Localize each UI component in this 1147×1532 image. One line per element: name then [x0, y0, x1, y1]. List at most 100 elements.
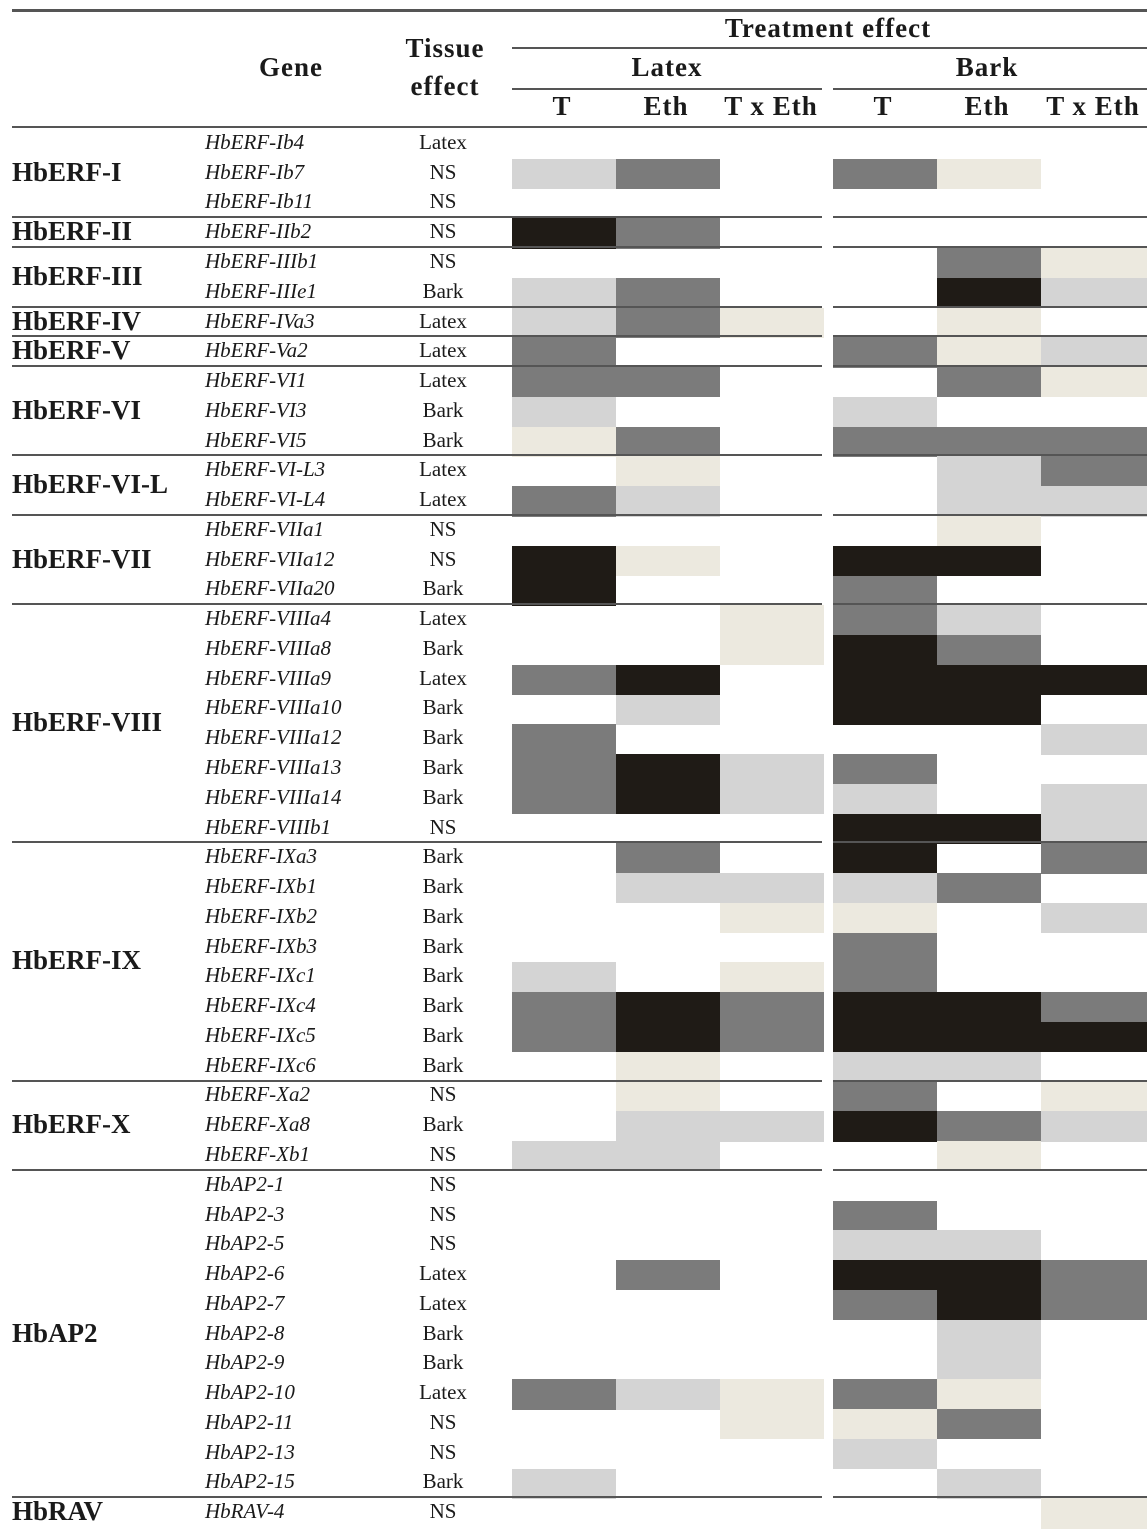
- heatmap-cell: [937, 337, 1041, 368]
- heatmap-cell: [833, 635, 937, 666]
- heatmap-cell: [512, 277, 616, 309]
- col-header-bark-txeth: T x Eth: [1046, 91, 1140, 121]
- tissue-effect-value: Latex: [419, 338, 467, 363]
- gene-family-label: HbERF-VI: [12, 394, 142, 425]
- heatmap-cell: [616, 1051, 720, 1083]
- gene-name: HbERF-Va2: [205, 338, 308, 363]
- heatmap-cell: [616, 1081, 720, 1112]
- heatmap-cell: [720, 1379, 824, 1410]
- heatmap-cell: [833, 1438, 937, 1470]
- heatmap-cell: [833, 664, 937, 696]
- gene-name: HbERF-Xa8: [205, 1112, 310, 1137]
- heatmap-cell: [512, 367, 616, 398]
- tissue-effect-value: NS: [429, 248, 457, 273]
- heatmap-cell: [512, 396, 616, 428]
- gene-name: HbERF-IXc6: [205, 1052, 316, 1077]
- gene-family-label: HbERF-II: [12, 216, 133, 247]
- group-divider: [12, 514, 822, 516]
- tissue-effect-value: NS: [429, 1141, 457, 1166]
- heatmap-cell: [720, 992, 824, 1023]
- heatmap-cell: [616, 1379, 720, 1410]
- tissue-effect-value: Bark: [422, 755, 464, 779]
- heatmap-cell: [833, 1051, 937, 1083]
- tissue-effect-value: NS: [429, 1409, 457, 1434]
- group-divider: [12, 365, 822, 368]
- tissue-effect-header-line1: Tissue: [405, 33, 485, 63]
- group-divider: [833, 335, 1147, 338]
- gene-name: HbERF-IXb2: [205, 903, 317, 928]
- treatment-effect-header: Treatment effect: [724, 13, 932, 43]
- heatmap-cell: [833, 813, 937, 844]
- tissue-effect-value: Latex: [419, 129, 467, 154]
- heatmap-cell: [937, 694, 1041, 725]
- heatmap-cell: [937, 486, 1041, 517]
- heatmap-cell: [833, 1260, 937, 1291]
- heatmap-cell: [616, 545, 720, 577]
- gene-name: HbERF-Ib4: [205, 129, 305, 154]
- gene-name: HbERF-Xb1: [205, 1141, 310, 1166]
- tissue-effect-value: Bark: [422, 1320, 464, 1345]
- group-divider: [12, 246, 822, 249]
- tissue-effect-value: Bark: [422, 844, 464, 869]
- heatmap-cell: [833, 1408, 937, 1440]
- heatmap-cell: [720, 1022, 824, 1053]
- heatmap-cell: [512, 1141, 616, 1172]
- heatmap-cell: [937, 158, 1041, 190]
- heatmap-cell: [616, 158, 720, 190]
- tissue-effect-value: Latex: [419, 457, 467, 482]
- heatmap-cell: [937, 456, 1041, 487]
- heatmap-cell: [512, 664, 616, 696]
- gene-family-label: HbERF-I: [12, 156, 122, 187]
- gene-name: HbERF-Ib11: [205, 189, 314, 214]
- group-divider: [833, 1079, 1147, 1082]
- heatmap-cell: [1041, 426, 1147, 458]
- heatmap-cell: [616, 367, 720, 398]
- gene-name: HbERF-IIIb1: [205, 248, 319, 273]
- heatmap-cell: [937, 664, 1041, 696]
- gene-name: HbAP2-8: [205, 1320, 285, 1345]
- tissue-effect-value: Bark: [422, 1469, 464, 1494]
- gene-name: HbAP2-6: [205, 1261, 285, 1285]
- group-divider: [833, 841, 1147, 844]
- heatmap-cell: [937, 1408, 1041, 1440]
- heatmap-cell: [833, 694, 937, 725]
- tissue-effect-value: Latex: [419, 1380, 467, 1405]
- group-divider: [12, 1496, 822, 1499]
- latex-underline: [512, 88, 822, 90]
- heatmap-cell: [937, 277, 1041, 309]
- heatmap-cell: [833, 1111, 937, 1142]
- heatmap-cell: [616, 873, 720, 904]
- tissue-effect-value: NS: [429, 1082, 457, 1107]
- heatmap-cell: [616, 843, 720, 874]
- tissue-effect-value: NS: [429, 1201, 457, 1226]
- heatmap-cell: [937, 248, 1041, 279]
- heatmap-cell: [616, 277, 720, 309]
- gene-family-label: HbERF-VI-L: [12, 469, 169, 500]
- heatmap-cell: [720, 962, 824, 993]
- tissue-effect-value: NS: [429, 546, 457, 571]
- bark-header: Bark: [955, 52, 1019, 82]
- tissue-effect-value: NS: [429, 219, 457, 244]
- heatmap-cell: [937, 516, 1041, 547]
- group-divider: [833, 305, 1147, 308]
- gene-family-label: HbERF-III: [12, 260, 143, 291]
- tissue-effect-value: Latex: [419, 1290, 467, 1315]
- heatmap-cell: [512, 724, 616, 755]
- heatmap-cell: [833, 962, 937, 993]
- group-divider: [833, 454, 1147, 457]
- tissue-effect-value: NS: [429, 1499, 457, 1524]
- group-divider: [12, 1168, 822, 1171]
- heatmap-cell: [720, 754, 824, 785]
- heatmap-cell: [833, 843, 937, 874]
- gene-family-label: HbERF-V: [12, 335, 131, 366]
- group-divider: [12, 335, 822, 338]
- heatmap-cell: [616, 426, 720, 458]
- gene-name: HbERF-IXc4: [205, 993, 316, 1018]
- col-header-latex-eth: Eth: [643, 91, 689, 121]
- gene-name: HbAP2-15: [205, 1469, 295, 1494]
- gene-name: HbERF-VIIIa4: [205, 606, 331, 631]
- heatmap-cell: [720, 902, 824, 934]
- gene-name: HbERF-VI3: [205, 397, 307, 422]
- heatmap-cell: [512, 1379, 616, 1410]
- gene-name: HbERF-VI-L4: [205, 487, 326, 512]
